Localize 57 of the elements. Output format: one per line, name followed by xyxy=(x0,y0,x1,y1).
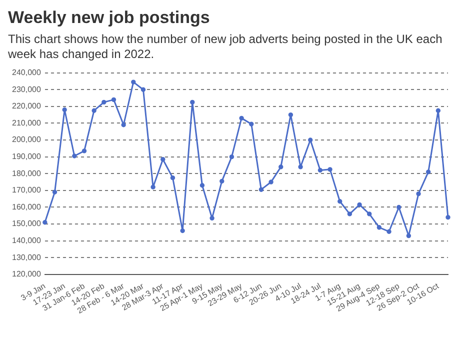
y-tick-label: 200,000 xyxy=(12,135,42,144)
point xyxy=(347,212,352,216)
point xyxy=(62,107,67,112)
y-tick-label: 240,000 xyxy=(12,68,42,78)
point xyxy=(376,225,382,230)
point xyxy=(258,187,264,192)
point xyxy=(416,191,421,196)
point xyxy=(190,100,195,105)
y-tick-label: 130,000 xyxy=(12,252,42,262)
y-tick-label: 140,000 xyxy=(12,236,42,246)
point xyxy=(288,112,294,118)
point xyxy=(102,100,106,105)
point xyxy=(111,97,116,102)
point xyxy=(386,229,392,234)
y-tick-label: 160,000 xyxy=(12,202,42,212)
point xyxy=(160,156,166,162)
point xyxy=(131,80,136,84)
point xyxy=(308,138,313,142)
point xyxy=(367,212,372,216)
chart-subtitle: This chart shows how the number of new job adverts being posted in the UK each week has changed in 2022. xyxy=(8,32,444,62)
point xyxy=(200,183,205,188)
point xyxy=(170,175,176,180)
point xyxy=(42,220,48,225)
point xyxy=(140,87,146,92)
point xyxy=(249,122,254,126)
point xyxy=(406,233,412,238)
y-tick-label: 170,000 xyxy=(12,186,42,195)
point xyxy=(426,170,431,174)
point xyxy=(72,154,77,158)
point xyxy=(220,178,224,184)
chart-title: Weekly new job postings xyxy=(8,8,211,28)
point xyxy=(357,202,362,208)
point xyxy=(396,204,402,210)
y-tick-label: 190,000 xyxy=(12,152,42,162)
y-tick-label: 180,000 xyxy=(12,168,42,178)
point xyxy=(210,216,214,221)
y-tick-label: 120,000 xyxy=(12,270,42,279)
point xyxy=(268,180,274,184)
y-tick-label: 220,000 xyxy=(12,102,42,111)
point xyxy=(328,167,332,172)
point xyxy=(121,122,126,128)
point xyxy=(229,154,234,160)
point xyxy=(52,190,58,194)
point xyxy=(298,164,303,170)
point xyxy=(239,116,244,121)
y-tick-label: 150,000 xyxy=(12,219,42,228)
point xyxy=(92,108,96,113)
point xyxy=(278,164,284,170)
point xyxy=(446,214,450,220)
point xyxy=(180,228,185,234)
y-tick-label: 210,000 xyxy=(12,118,42,128)
point xyxy=(338,199,342,204)
point xyxy=(436,108,441,113)
y-tick-label: 230,000 xyxy=(12,84,42,94)
point xyxy=(318,168,323,173)
point xyxy=(150,184,156,190)
point xyxy=(82,148,87,154)
